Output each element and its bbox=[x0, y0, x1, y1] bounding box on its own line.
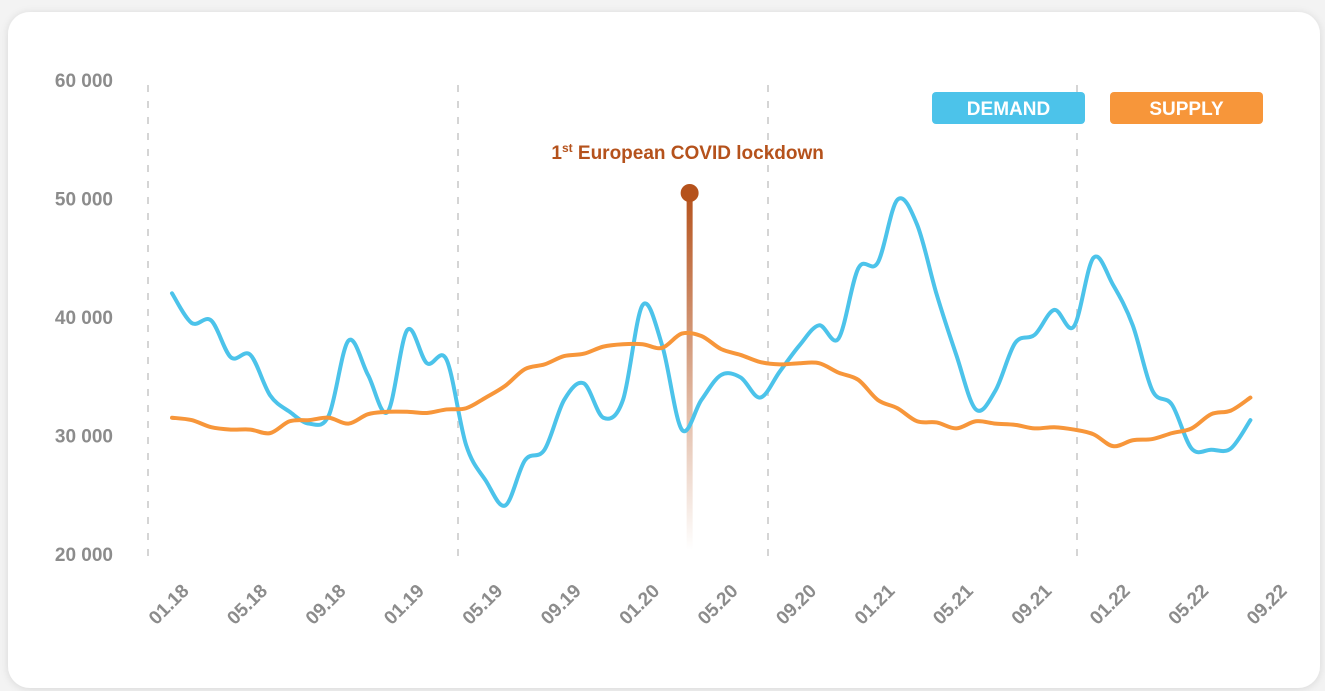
legend-label: DEMAND bbox=[967, 99, 1050, 120]
y-tick-label: 40 000 bbox=[55, 308, 113, 329]
series-line bbox=[170, 330, 1253, 449]
annotation-part: European COVID lockdown bbox=[573, 143, 824, 164]
legend-swatch bbox=[932, 92, 1085, 124]
annotation-part: 1 bbox=[551, 143, 562, 164]
annotation-part: st bbox=[562, 141, 573, 155]
annotation-label: 1st European COVID lockdown bbox=[551, 141, 824, 164]
annotation-stem bbox=[686, 193, 693, 550]
y-tick-label: 60 000 bbox=[55, 71, 113, 92]
annotation-dot bbox=[680, 184, 699, 202]
legend-swatch bbox=[1110, 92, 1263, 124]
series-line bbox=[170, 196, 1253, 508]
y-tick-label: 30 000 bbox=[55, 427, 113, 448]
y-tick-label: 50 000 bbox=[55, 190, 113, 211]
y-tick-label: 20 000 bbox=[55, 545, 113, 566]
legend-label: SUPPLY bbox=[1149, 99, 1224, 120]
